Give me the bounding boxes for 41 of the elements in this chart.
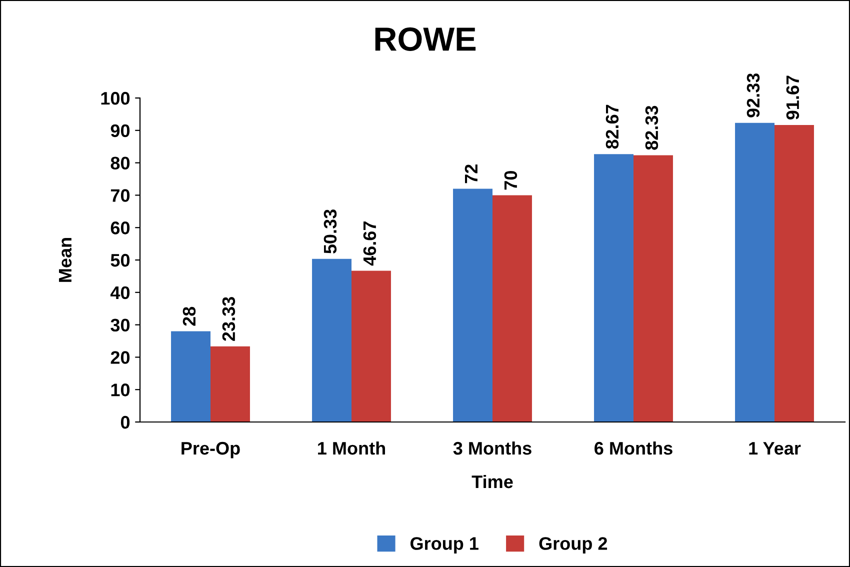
data-label: 72 xyxy=(464,164,478,184)
x-tick-label: 1 Month xyxy=(318,441,385,455)
y-tick-label: 60 xyxy=(110,222,130,234)
data-label: 82.67 xyxy=(606,104,619,149)
x-tick-label: 6 Months xyxy=(594,441,672,455)
data-label: 23.33 xyxy=(222,297,236,341)
bar xyxy=(492,195,532,422)
y-tick-label: 40 xyxy=(110,286,130,300)
y-tick-label: 30 xyxy=(110,318,130,332)
data-label: 46.67 xyxy=(363,222,376,266)
y-tick-label: 90 xyxy=(110,124,130,138)
y-tick-label: 80 xyxy=(110,156,130,170)
bar xyxy=(774,124,814,422)
y-tick-label: 0 xyxy=(120,416,130,429)
y-tick-label: 20 xyxy=(110,351,130,364)
x-tick-label: 1 Year xyxy=(749,442,801,455)
x-tick-label: Pre-Op xyxy=(182,442,240,458)
x-axis-title: Time xyxy=(472,474,513,488)
y-tick-label: 100 xyxy=(101,92,130,105)
y-axis-title: Mean xyxy=(58,238,72,282)
bar xyxy=(171,331,210,422)
data-label: 92.33 xyxy=(746,73,760,118)
data-label: 70 xyxy=(504,170,518,190)
x-tick-label: 3 Months xyxy=(453,441,532,455)
legend-label: Group 2 xyxy=(539,537,608,554)
data-label: 28 xyxy=(182,306,196,326)
bar xyxy=(594,154,634,422)
bar xyxy=(735,122,774,422)
bar xyxy=(634,155,673,422)
y-tick-label: 50 xyxy=(110,254,130,267)
data-label: 91.67 xyxy=(786,76,800,120)
legend-label: Group 1 xyxy=(410,537,478,554)
bar xyxy=(312,258,352,422)
bar xyxy=(352,270,391,422)
data-label: 50.33 xyxy=(324,210,337,254)
bar xyxy=(453,188,492,422)
bar xyxy=(210,346,250,422)
y-tick-label: 70 xyxy=(110,189,130,202)
y-tick-label: 10 xyxy=(111,384,130,396)
data-label: 82.33 xyxy=(645,106,658,150)
chart-title: ROWE xyxy=(375,27,476,51)
